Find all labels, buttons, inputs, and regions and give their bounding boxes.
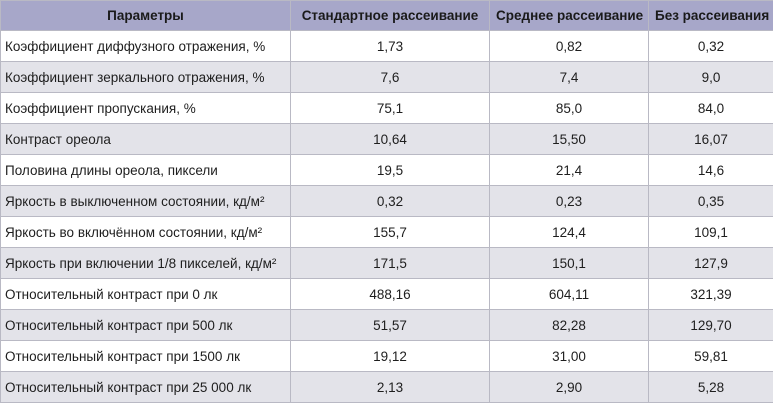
standard-diffusion-cell: 2,13 [291,372,490,403]
column-header-standard-diffusion: Стандартное рассеивание [291,1,490,31]
standard-diffusion-cell: 488,16 [291,279,490,310]
standard-diffusion-cell: 19,5 [291,155,490,186]
standard-diffusion-cell: 7,6 [291,62,490,93]
no-diffusion-cell: 16,07 [649,124,773,155]
parameter-cell: Яркость при включении 1/8 пикселей, кд/м… [1,248,291,279]
no-diffusion-cell: 109,1 [649,217,773,248]
medium-diffusion-cell: 150,1 [490,248,649,279]
medium-diffusion-cell: 604,11 [490,279,649,310]
parameter-cell: Коэффициент зеркального отражения, % [1,62,291,93]
standard-diffusion-cell: 1,73 [291,31,490,62]
medium-diffusion-cell: 0,23 [490,186,649,217]
medium-diffusion-cell: 85,0 [490,93,649,124]
parameter-cell: Коэффициент диффузного отражения, % [1,31,291,62]
no-diffusion-cell: 0,32 [649,31,773,62]
parameter-cell: Относительный контраст при 0 лк [1,279,291,310]
standard-diffusion-cell: 75,1 [291,93,490,124]
no-diffusion-cell: 321,39 [649,279,773,310]
medium-diffusion-cell: 82,28 [490,310,649,341]
standard-diffusion-cell: 19,12 [291,341,490,372]
no-diffusion-cell: 84,0 [649,93,773,124]
standard-diffusion-cell: 51,57 [291,310,490,341]
header-row: Параметры Стандартное рассеивание Средне… [1,1,773,31]
standard-diffusion-cell: 155,7 [291,217,490,248]
table-row: Яркость при включении 1/8 пикселей, кд/м… [1,248,773,279]
no-diffusion-cell: 9,0 [649,62,773,93]
medium-diffusion-cell: 7,4 [490,62,649,93]
no-diffusion-cell: 0,35 [649,186,773,217]
no-diffusion-cell: 127,9 [649,248,773,279]
standard-diffusion-cell: 10,64 [291,124,490,155]
no-diffusion-cell: 129,70 [649,310,773,341]
parameter-cell: Относительный контраст при 500 лк [1,310,291,341]
parameter-cell: Яркость в выключенном состоянии, кд/м² [1,186,291,217]
column-header-no-diffusion: Без рассеивания [649,1,773,31]
parameter-cell: Относительный контраст при 25 000 лк [1,372,291,403]
medium-diffusion-cell: 15,50 [490,124,649,155]
medium-diffusion-cell: 0,82 [490,31,649,62]
column-header-medium-diffusion: Среднее рассеивание [490,1,649,31]
medium-diffusion-cell: 124,4 [490,217,649,248]
medium-diffusion-cell: 31,00 [490,341,649,372]
standard-diffusion-cell: 0,32 [291,186,490,217]
medium-diffusion-cell: 21,4 [490,155,649,186]
parameter-cell: Коэффициент пропускания, % [1,93,291,124]
standard-diffusion-cell: 171,5 [291,248,490,279]
parameter-cell: Яркость во включённом состоянии, кд/м² [1,217,291,248]
no-diffusion-cell: 14,6 [649,155,773,186]
parameter-cell: Контраст ореола [1,124,291,155]
no-diffusion-cell: 59,81 [649,341,773,372]
parameter-cell: Половина длины ореола, пиксели [1,155,291,186]
medium-diffusion-cell: 2,90 [490,372,649,403]
parameter-cell: Относительный контраст при 1500 лк [1,341,291,372]
no-diffusion-cell: 5,28 [649,372,773,403]
column-header-parameters: Параметры [1,1,291,31]
